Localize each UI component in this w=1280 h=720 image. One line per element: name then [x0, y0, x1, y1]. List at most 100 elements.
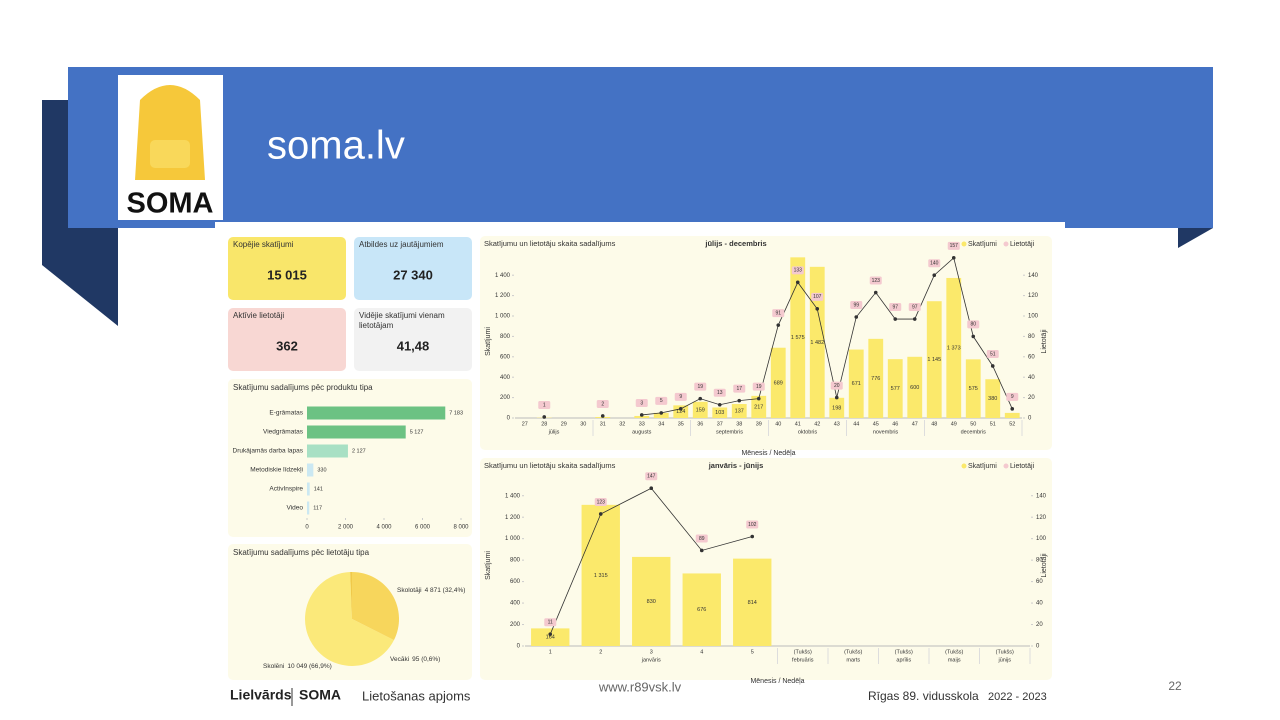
y-tick-label: 1 200: [495, 293, 511, 299]
bar-label: 103: [715, 410, 724, 416]
bar: [581, 504, 620, 646]
x-tick-label: 39: [756, 421, 762, 427]
x-group-label: janvāris: [641, 657, 661, 663]
point-label: 99: [853, 302, 859, 308]
line-point: [893, 317, 898, 321]
value-label: 5 127: [410, 429, 424, 435]
kpi-value: 15 015: [267, 267, 307, 282]
line-point: [750, 534, 755, 539]
bar: [985, 379, 1001, 418]
bar-label: 776: [871, 376, 880, 382]
x-tick-label: 28: [541, 421, 547, 427]
bar-label: 137: [735, 408, 744, 414]
y-tick-label: 800: [500, 334, 511, 340]
value-label: 2 127: [352, 448, 366, 454]
x-group-label: novembris: [873, 429, 899, 435]
x-tick-label: 49: [951, 421, 957, 427]
y-tick-label: 400: [500, 375, 511, 381]
bar: [731, 404, 747, 418]
kpi-group: Kopējie skatījumi 15 015 Atbildes uz jautā…: [228, 237, 472, 371]
bar: [829, 397, 845, 418]
y-tick-label: 1 400: [495, 273, 511, 279]
y2-tick-label: 0: [1028, 416, 1032, 422]
kpi-label: Atbildes uz jautājumiem: [359, 240, 444, 249]
line-point: [598, 512, 603, 516]
line-point: [834, 395, 839, 400]
x-tick-label: (Tukšs): [844, 649, 862, 655]
logo-pocket: [150, 140, 190, 168]
point-label: 140: [930, 261, 939, 267]
y2-tick-label: 120: [1036, 515, 1047, 521]
y-tick-label: 1 200: [505, 515, 521, 521]
point-label: 2: [601, 401, 604, 407]
point-label: 13: [717, 390, 723, 396]
x-tick-label: 29: [561, 421, 567, 427]
bar: [307, 406, 446, 420]
bar: [632, 556, 671, 646]
slice-value: 4 871 (32,4%): [425, 587, 466, 594]
legend-swatch: [1003, 463, 1009, 469]
y2-tick-label: 140: [1028, 273, 1039, 279]
y-tick-label: 1 000: [505, 536, 521, 542]
bar: [770, 347, 786, 418]
kpi-card: [228, 237, 346, 300]
x-group-label: maijs: [948, 657, 961, 663]
bar: [307, 463, 314, 477]
y-axis-title: Skatījumi: [485, 551, 492, 580]
category-label: ActivInspire: [269, 486, 303, 493]
point-label: 147: [647, 474, 656, 480]
line-point: [1010, 407, 1015, 411]
x-tick-label: 34: [658, 421, 664, 427]
x-group-label: jūnijs: [997, 657, 1011, 663]
legend-swatch: [961, 241, 967, 247]
line-point: [990, 364, 995, 368]
x-group-label: jūlijs: [548, 429, 560, 435]
x-tick-label: 42: [814, 421, 820, 427]
point-label: 157: [950, 243, 959, 249]
bar: [1004, 412, 1020, 418]
pie-slice: [352, 572, 399, 641]
bar-label: 164: [546, 635, 555, 641]
bar-label: 198: [832, 405, 841, 411]
line-point: [698, 396, 703, 401]
x-tick-label: 8 000: [453, 525, 469, 531]
point-label: 80: [970, 322, 976, 328]
point-label-box: [645, 472, 658, 481]
x-tick-label: 46: [892, 421, 898, 427]
y-tick-label: 0: [507, 416, 511, 422]
kpi-label-line: Vidējie skatījumi vienam: [359, 311, 445, 320]
x-group-label: decembris: [961, 429, 987, 435]
x-tick-label: 5: [751, 649, 754, 655]
point-label: 20: [834, 383, 840, 389]
point-label-box: [947, 241, 960, 250]
slice-value: 10 049 (66,9%): [287, 663, 331, 670]
y-tick-label: 1 400: [505, 493, 521, 499]
point-label-box: [850, 301, 863, 310]
decor-left: [42, 100, 118, 326]
point-label-box: [889, 303, 902, 312]
kpi-value: 362: [276, 338, 298, 353]
x-tick-label: 2: [599, 649, 602, 655]
x-tick-label: 41: [795, 421, 801, 427]
x-tick-label: 2 000: [338, 525, 354, 531]
category-label: E-grāmatas: [269, 410, 303, 417]
bar: [848, 349, 864, 418]
legend-label: Skatījumi: [968, 241, 997, 248]
line-point: [854, 315, 859, 319]
line-point: [873, 290, 878, 295]
point-label: 133: [794, 268, 803, 274]
x-axis-title: Mēnesis / Nedēļa: [741, 450, 795, 457]
point-label-box: [869, 276, 882, 285]
bar: [790, 257, 806, 418]
bar: [307, 482, 310, 496]
x-tick-label: 40: [775, 421, 781, 427]
chart-subtitle: jūlijs - decembris: [704, 239, 766, 248]
x-tick-label: 27: [522, 421, 528, 427]
x-tick-label: 38: [736, 421, 742, 427]
bar-label: 1 373: [947, 345, 961, 351]
x-tick-label: 32: [619, 421, 625, 427]
line-point: [737, 398, 742, 403]
point-label: 19: [697, 384, 703, 390]
point-label-box: [746, 520, 759, 529]
